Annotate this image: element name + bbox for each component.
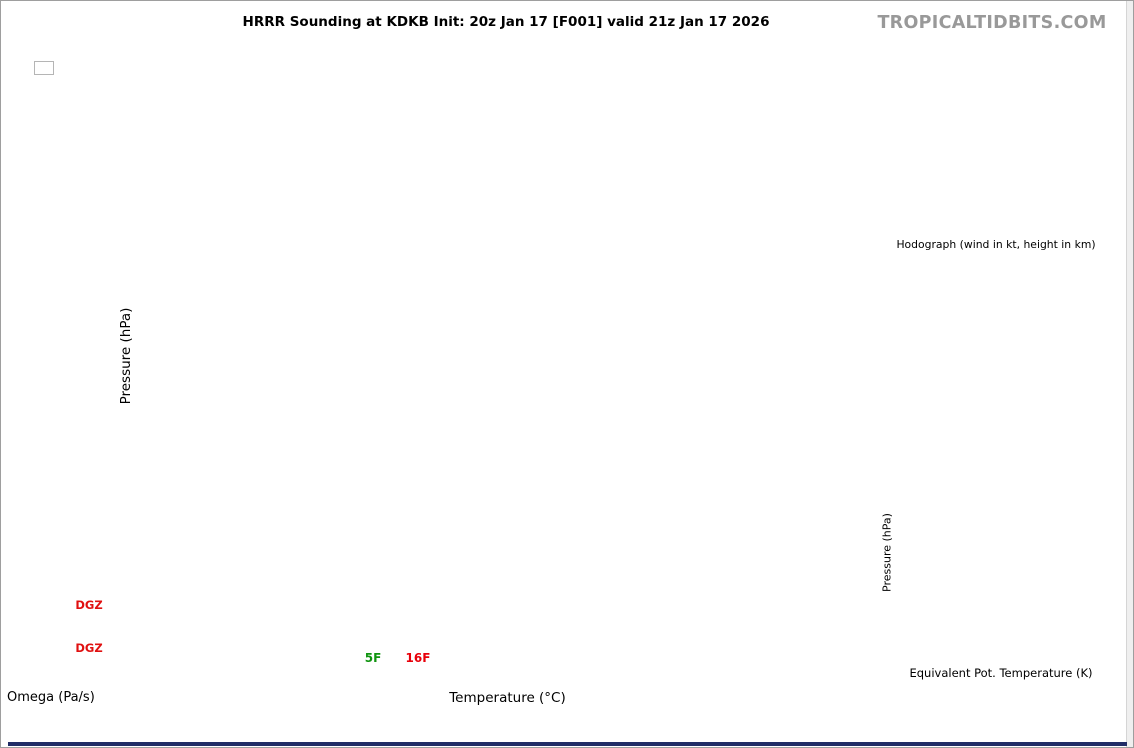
theta-e-axis-label: Equivalent Pot. Temperature (K)	[909, 666, 1093, 680]
dgz-label-bottom: DGZ	[75, 641, 102, 655]
page-title: HRRR Sounding at KDKB Init: 20z Jan 17 […	[242, 14, 770, 30]
omega-axis-label: Omega (Pa/s)	[7, 690, 95, 705]
dgz-label-top: DGZ	[75, 598, 102, 612]
surface-temperature-annotation: 16F	[406, 651, 431, 665]
temperature-axis-label: Temperature (°C)	[449, 690, 566, 706]
hodograph-caption: Hodograph (wind in kt, height in km)	[896, 238, 1096, 251]
window-edge-strip	[1126, 1, 1133, 747]
footer-bar	[8, 742, 1127, 746]
surface-dewpoint-annotation: 5F	[365, 651, 382, 665]
theta-e-pressure-label: Pressure (hPa)	[880, 513, 894, 592]
branding-logo: TROPICALTIDBITS.COM	[877, 13, 1107, 33]
pressure-axis-label: Pressure (hPa)	[118, 307, 134, 405]
legend-box	[34, 61, 54, 75]
